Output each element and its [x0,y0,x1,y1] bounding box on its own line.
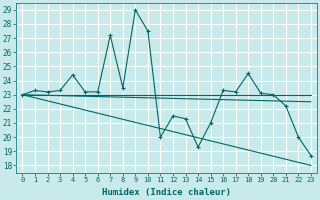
X-axis label: Humidex (Indice chaleur): Humidex (Indice chaleur) [102,188,231,197]
